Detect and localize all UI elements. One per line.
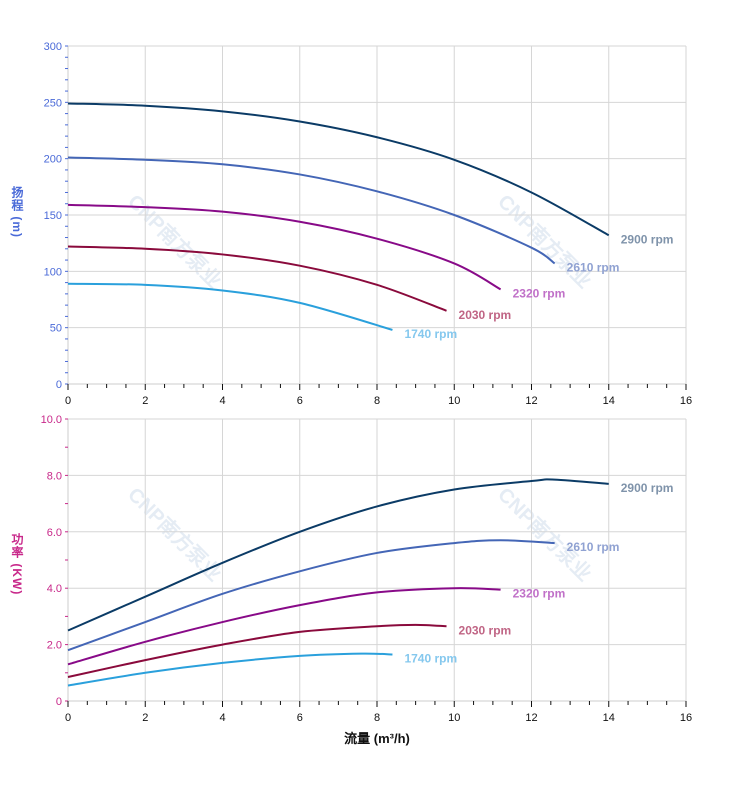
y-tick-label: 2.0 [47,640,62,652]
x-tick-label: 4 [219,395,225,407]
chart-panel-1: CNP南方泵业 CNP南方泵业 0 2.0 4.0 6.0 8.0 10.0 0 2 4 6 8 10 12… [41,414,693,746]
x-tick-label: 4 [219,712,225,724]
x-tick-label: 6 [297,395,303,407]
watermark-logo: CNP南方泵业 [493,189,596,292]
series-line-2610-rpm [67,539,555,652]
y-tick-label: 150 [44,210,62,222]
x-tick-label: 8 [374,395,380,407]
series-label: 1740 rpm [404,651,457,665]
y-tick-label: 200 [44,154,62,166]
chart-panel-0: CNP南方泵业 CNP南方泵业 0 50 100 150 200 250 300 0 2 4 6 8 10 1… [44,41,692,407]
x-tick-label: 14 [603,712,615,724]
x-tick-label: 2 [142,712,148,724]
x-tick-label: 16 [680,395,692,407]
series-line-2900-rpm [67,102,610,237]
power-y-axis-label: 功率 (KW) [10,533,24,596]
series-line-1740-rpm [67,282,393,331]
series-line-1740-rpm [67,652,393,687]
x-tick-label: 0 [65,395,71,407]
x-tick-label: 10 [448,712,460,724]
y-tick-label: 0 [56,379,62,391]
series-label: 2030 rpm [459,308,512,322]
y-tick-label: 8.0 [47,470,62,482]
x-tick-label: 16 [680,712,692,724]
x-tick-label: 2 [142,395,148,407]
x-tick-label: 12 [525,395,537,407]
y-tick-label: 4.0 [47,583,62,595]
series-line-2030-rpm [67,623,447,679]
series-label: 2030 rpm [459,623,512,637]
series-line-2900-rpm [67,478,609,632]
y-tick-label: 250 [44,97,62,109]
x-tick-label: 8 [374,712,380,724]
head-y-axis-label: 扬程 (m) [10,186,24,238]
y-tick-label: 100 [44,266,62,278]
series-line-2030-rpm [67,245,447,312]
y-tick-label: 300 [44,41,62,53]
y-tick-label: 6.0 [47,527,62,539]
series-line-2320-rpm [67,203,502,291]
x-axis-label: 流量 (m³/h) [344,731,410,746]
x-tick-label: 6 [297,712,303,724]
watermark-logo: CNP南方泵业 [123,482,226,585]
series-label: 2900 rpm [621,232,674,246]
series-label: 2320 rpm [513,587,566,601]
series-line-2610-rpm [67,156,556,265]
y-tick-label: 0 [56,696,62,708]
x-tick-label: 10 [448,395,460,407]
watermark-logo: CNP南方泵业 [493,482,596,585]
series-label: 1740 rpm [404,327,457,341]
series-label: 2610 rpm [567,260,620,274]
x-tick-label: 0 [65,712,71,724]
y-tick-label: 10.0 [41,414,62,426]
x-tick-label: 12 [525,712,537,724]
series-label: 2900 rpm [621,481,674,495]
series-label: 2610 rpm [567,540,620,554]
series-line-2320-rpm [67,587,501,666]
x-tick-label: 14 [603,395,615,407]
y-tick-label: 50 [50,323,62,335]
series-label: 2320 rpm [513,286,566,300]
watermark-logo: CNP南方泵业 [123,189,226,292]
